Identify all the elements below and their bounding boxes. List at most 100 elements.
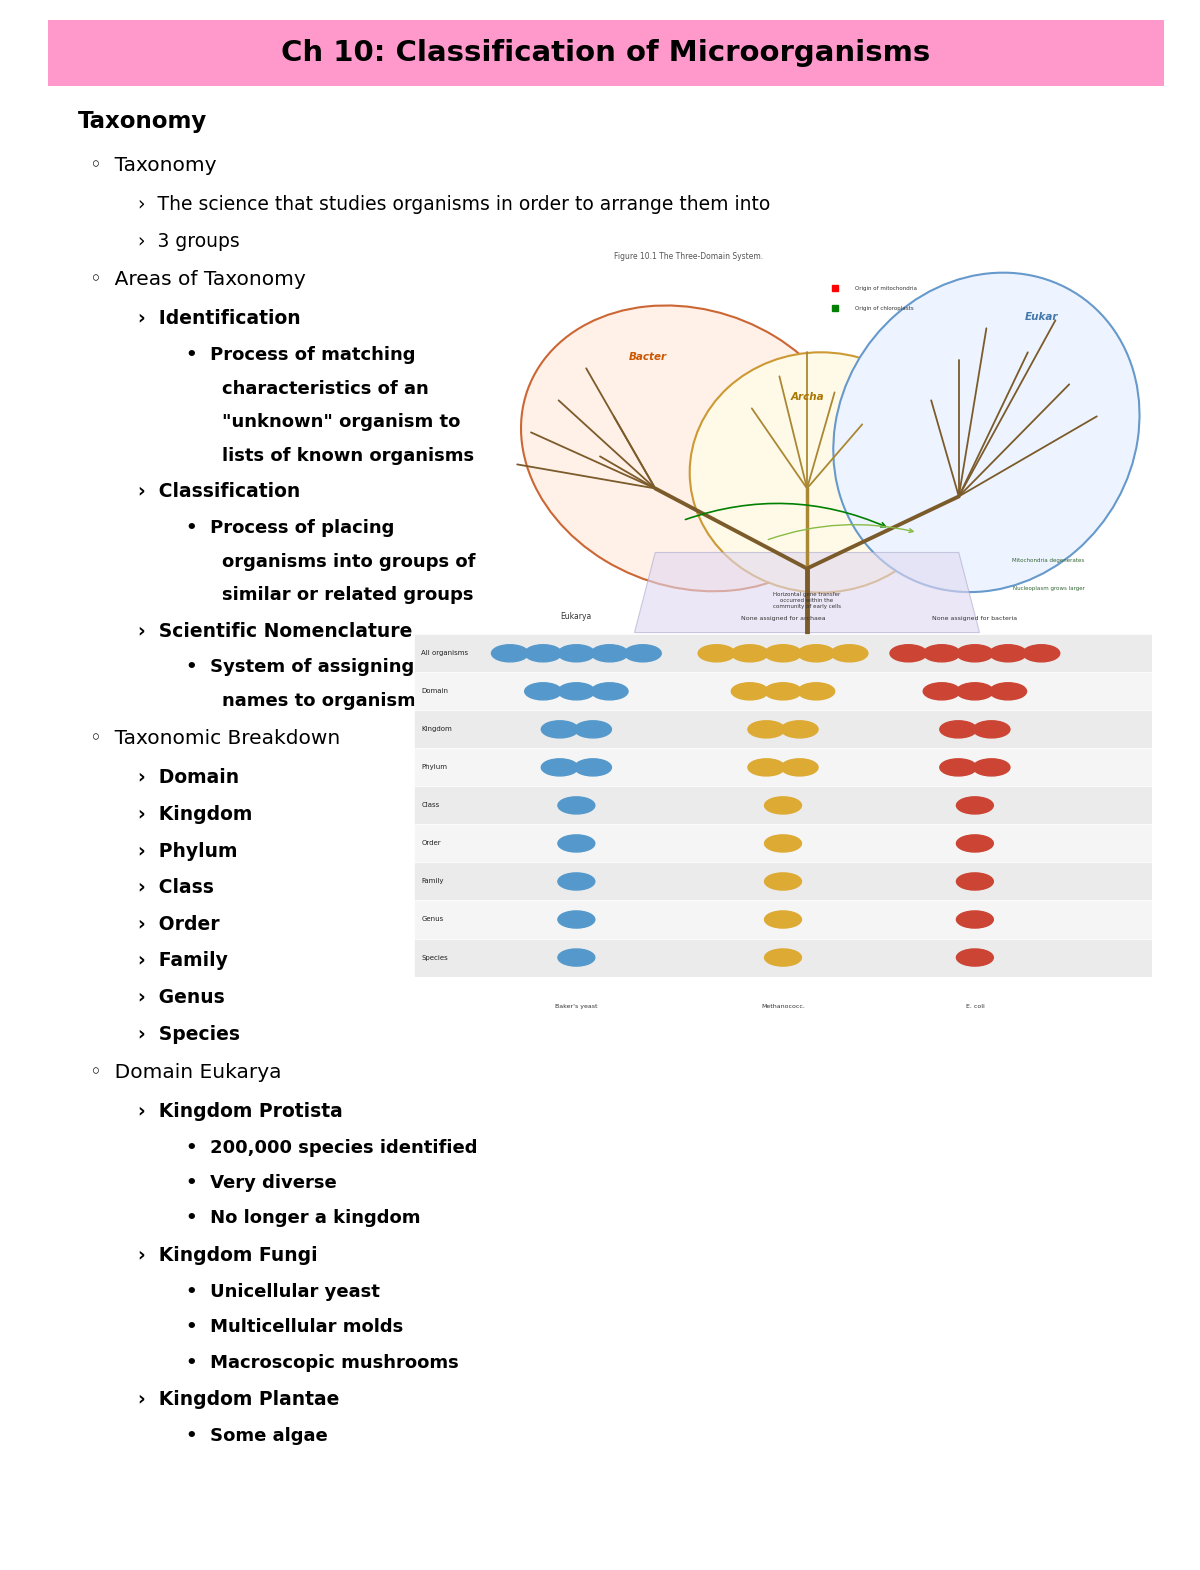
Text: •  200,000 species identified: • 200,000 species identified <box>186 1138 478 1157</box>
Circle shape <box>592 645 628 663</box>
Text: organisms into groups of: organisms into groups of <box>222 553 475 571</box>
Text: ◦  Taxonomy: ◦ Taxonomy <box>90 155 216 174</box>
Circle shape <box>731 683 768 700</box>
Text: ›  Species: › Species <box>138 1025 240 1044</box>
Circle shape <box>990 683 1026 700</box>
Circle shape <box>956 911 994 928</box>
FancyBboxPatch shape <box>414 787 1152 824</box>
FancyBboxPatch shape <box>414 634 1152 672</box>
Text: Class: Class <box>421 802 439 809</box>
Polygon shape <box>635 553 979 633</box>
Circle shape <box>558 645 595 663</box>
Circle shape <box>990 645 1026 663</box>
Text: Archa: Archa <box>790 392 824 402</box>
Text: Order: Order <box>421 840 442 846</box>
Circle shape <box>524 683 562 700</box>
Text: •  Unicellular yeast: • Unicellular yeast <box>186 1283 380 1302</box>
Circle shape <box>764 645 802 663</box>
Circle shape <box>781 758 818 776</box>
Text: characteristics of an: characteristics of an <box>222 380 428 397</box>
Text: Horizontal gene transfer
occurred within the
community of early cells: Horizontal gene transfer occurred within… <box>773 592 841 609</box>
FancyBboxPatch shape <box>48 20 1164 86</box>
Circle shape <box>575 721 612 738</box>
Circle shape <box>764 683 802 700</box>
Circle shape <box>558 683 595 700</box>
FancyBboxPatch shape <box>414 939 1152 977</box>
Circle shape <box>524 645 562 663</box>
Circle shape <box>558 798 595 813</box>
Text: E. coli: E. coli <box>966 1003 984 1010</box>
Circle shape <box>748 758 785 776</box>
Text: None assigned for archaea: None assigned for archaea <box>740 615 826 620</box>
Circle shape <box>558 835 595 853</box>
Text: Figure 10.1 The Three-Domain System.: Figure 10.1 The Three-Domain System. <box>613 253 763 261</box>
Text: ›  Family: › Family <box>138 951 228 970</box>
Circle shape <box>781 721 818 738</box>
FancyBboxPatch shape <box>414 824 1152 862</box>
Text: similar or related groups: similar or related groups <box>222 587 474 604</box>
Circle shape <box>830 645 868 663</box>
Text: "unknown" organism to: "unknown" organism to <box>222 413 461 432</box>
Ellipse shape <box>690 352 952 592</box>
Text: ›  Classification: › Classification <box>138 482 300 501</box>
Text: Eukar: Eukar <box>1025 312 1058 322</box>
Text: ◦  Areas of Taxonomy: ◦ Areas of Taxonomy <box>90 270 306 289</box>
Text: Origin of mitochondria: Origin of mitochondria <box>856 286 917 290</box>
Circle shape <box>748 721 785 738</box>
Text: names to organisms: names to organisms <box>222 692 426 710</box>
Text: Methanococc.: Methanococc. <box>761 1003 805 1010</box>
Text: ›  Domain: › Domain <box>138 768 239 787</box>
Text: ◦  Taxonomic Breakdown: ◦ Taxonomic Breakdown <box>90 728 341 747</box>
Text: Baker's yeast: Baker's yeast <box>556 1003 598 1010</box>
Text: ◦  Domain Eukarya: ◦ Domain Eukarya <box>90 1063 282 1082</box>
Circle shape <box>956 948 994 966</box>
Text: •  System of assigning: • System of assigning <box>186 658 414 677</box>
Circle shape <box>624 645 661 663</box>
Circle shape <box>956 645 994 663</box>
Circle shape <box>592 683 628 700</box>
FancyBboxPatch shape <box>414 749 1152 787</box>
Circle shape <box>541 721 578 738</box>
Circle shape <box>940 758 977 776</box>
Ellipse shape <box>833 273 1140 592</box>
Text: ›  Genus: › Genus <box>138 988 224 1006</box>
Circle shape <box>956 798 994 813</box>
Text: Phylum: Phylum <box>421 765 448 771</box>
Circle shape <box>1022 645 1060 663</box>
Text: •  Multicellular molds: • Multicellular molds <box>186 1319 403 1336</box>
Text: •  Macroscopic mushrooms: • Macroscopic mushrooms <box>186 1353 458 1372</box>
Circle shape <box>923 683 960 700</box>
Text: Eukarya: Eukarya <box>560 612 592 620</box>
Text: ›  The science that studies organisms in order to arrange them into: › The science that studies organisms in … <box>138 195 770 214</box>
Text: •  No longer a kingdom: • No longer a kingdom <box>186 1209 420 1228</box>
Text: •  Very diverse: • Very diverse <box>186 1174 337 1192</box>
Circle shape <box>940 721 977 738</box>
Circle shape <box>698 645 736 663</box>
FancyBboxPatch shape <box>414 862 1152 901</box>
Circle shape <box>956 873 994 890</box>
Circle shape <box>764 835 802 853</box>
Text: ›  Scientific Nomenclature: › Scientific Nomenclature <box>138 622 413 641</box>
Text: Species: Species <box>421 955 448 961</box>
Text: Origin of chloroplasts: Origin of chloroplasts <box>856 306 914 311</box>
Circle shape <box>923 645 960 663</box>
Text: ›  Kingdom Plantae: › Kingdom Plantae <box>138 1391 340 1410</box>
Text: Nucleoplasm grows larger: Nucleoplasm grows larger <box>1013 586 1085 590</box>
Text: All organisms: All organisms <box>421 650 468 656</box>
Text: Mitochondria degenerates: Mitochondria degenerates <box>1013 557 1085 564</box>
Ellipse shape <box>521 306 858 592</box>
Text: Ch 10: Classification of Microorganisms: Ch 10: Classification of Microorganisms <box>281 39 931 68</box>
Text: •  Some algae: • Some algae <box>186 1427 328 1444</box>
Circle shape <box>541 758 578 776</box>
Circle shape <box>492 645 528 663</box>
Text: ›  Class: › Class <box>138 878 214 896</box>
Circle shape <box>798 683 835 700</box>
Text: •  Process of matching: • Process of matching <box>186 345 415 364</box>
Circle shape <box>973 721 1010 738</box>
Text: •  Process of placing: • Process of placing <box>186 520 395 537</box>
Circle shape <box>798 645 835 663</box>
FancyBboxPatch shape <box>414 901 1152 939</box>
Circle shape <box>973 758 1010 776</box>
FancyBboxPatch shape <box>414 710 1152 749</box>
Circle shape <box>575 758 612 776</box>
